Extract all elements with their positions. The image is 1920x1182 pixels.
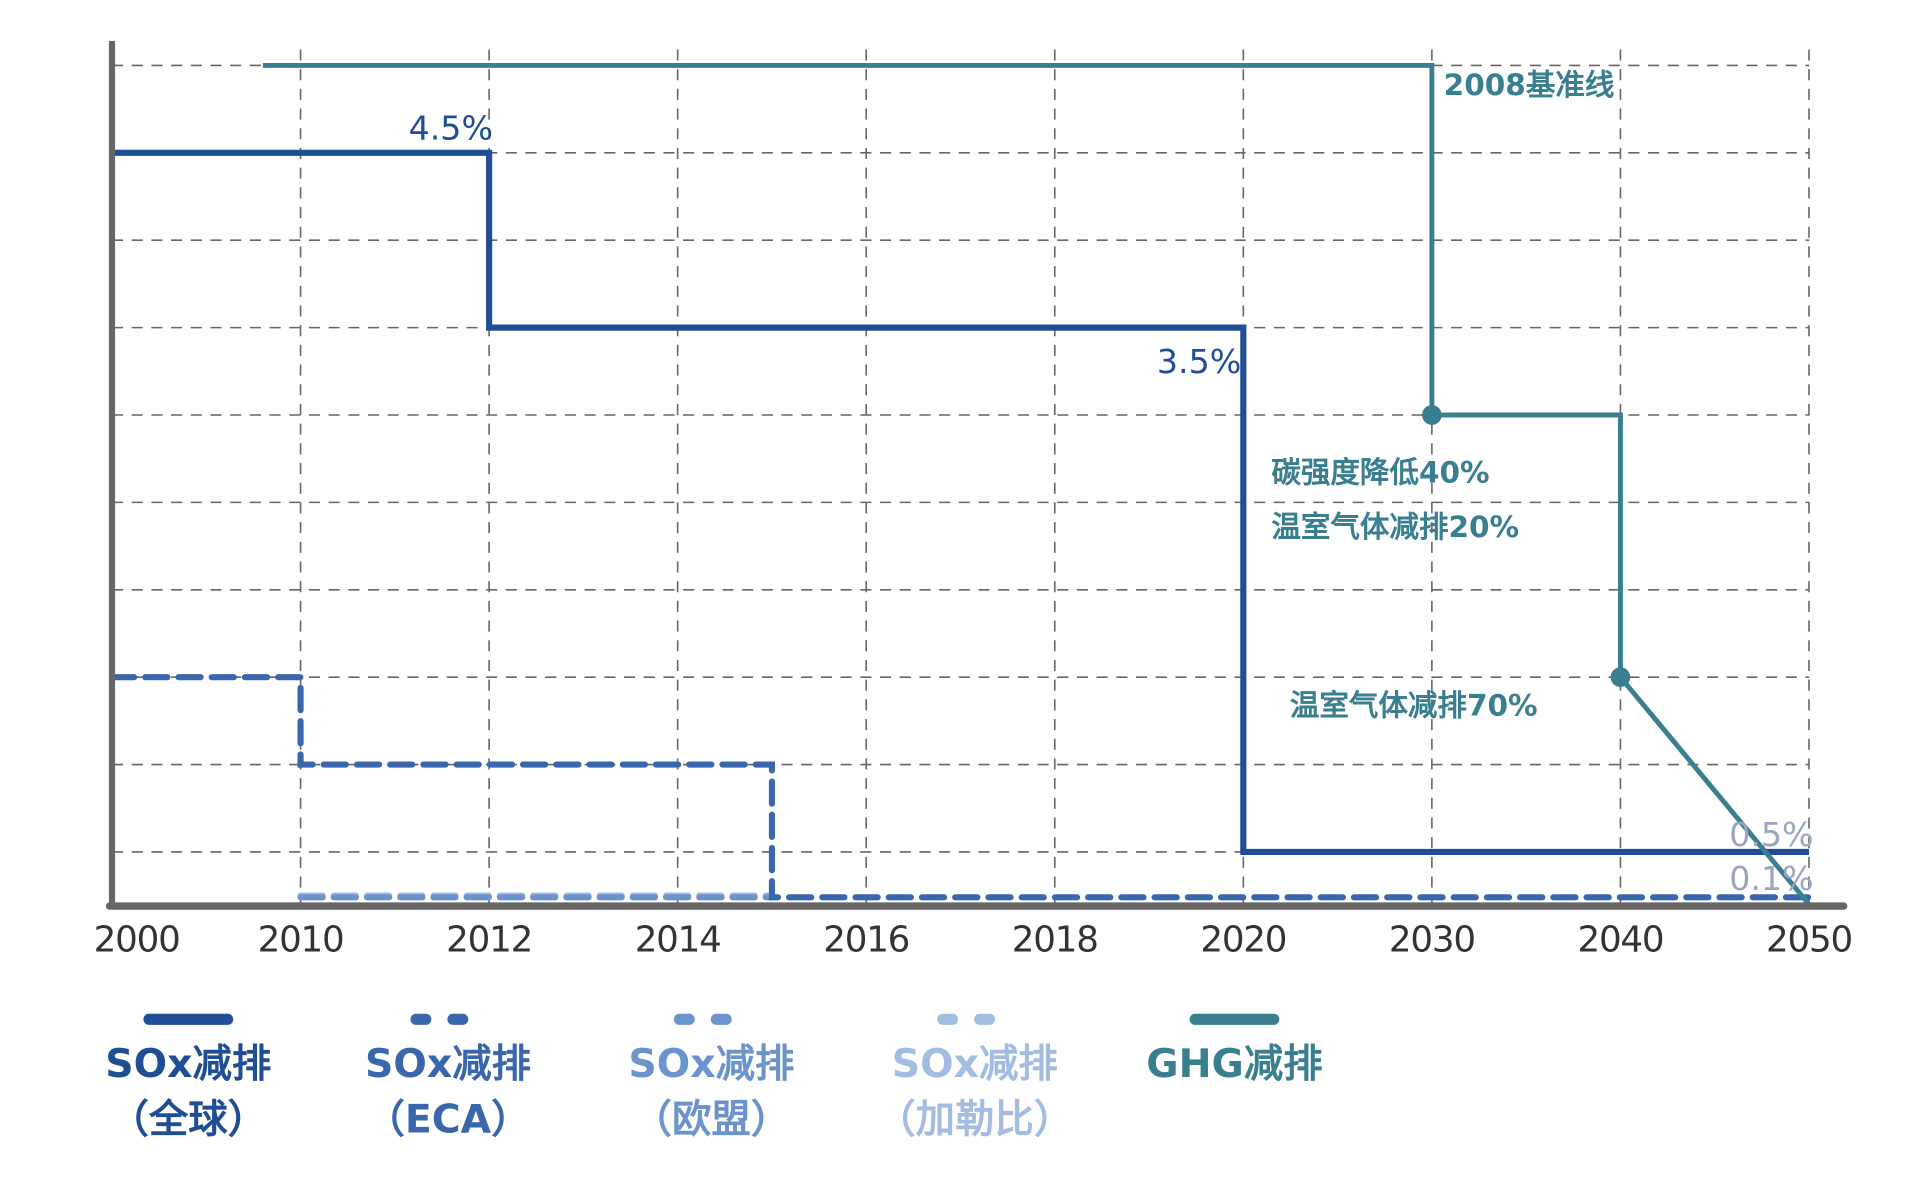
legend-label-sub: （ECA） [365, 1097, 530, 1143]
annotation-2008-baseline: 2008基准线 [1444, 68, 1615, 102]
legend-label: SOx减排 [105, 1041, 271, 1087]
x-tick-label: 2020 [1200, 920, 1286, 961]
annotation-0-1: 0.1% [1729, 859, 1813, 898]
x-tick-label: 2000 [94, 920, 180, 961]
legend-item: SOx减排 （加勒比） [876, 1013, 1073, 1143]
series-marker [1610, 667, 1631, 687]
x-tick-label: 2010 [258, 920, 344, 961]
series-layer [108, 63, 1813, 906]
x-tick-label: 2014 [635, 920, 721, 961]
annotation-carbon-40: 碳强度降低40% [1271, 456, 1489, 490]
legend-item: SOx减排 （欧盟） [628, 1013, 794, 1143]
x-tick-label: 2018 [1012, 920, 1098, 961]
series-marker [1422, 405, 1442, 425]
x-tick-label: 2012 [446, 920, 532, 961]
legend-label-sub: （加勒比） [876, 1097, 1073, 1143]
annotation-3-5: 3.5% [1157, 342, 1241, 381]
legend-label-sub: （全球） [110, 1097, 268, 1143]
x-tick-label: 2040 [1577, 920, 1663, 961]
series-line [112, 149, 1809, 856]
legend-item: SOx减排 （全球） [105, 1013, 271, 1143]
annotation-ghg-70: 温室气体减排70% [1290, 688, 1538, 722]
legend: SOx减排 （全球） SOx减排 （ECA） SOx减排 （欧盟） SOx减排 （加勒比） GH… [105, 1013, 1323, 1143]
legend-label: SOx减排 [628, 1041, 794, 1087]
legend-item: SOx减排 （ECA） [365, 1013, 531, 1143]
series-line [262, 63, 1811, 906]
annotation-0-5: 0.5% [1729, 815, 1813, 854]
x-tick-label: 2030 [1389, 920, 1475, 961]
x-tick-labels: 2000 2010 2012 2014 2016 2018 2020 2030 2040 2050 [94, 920, 1854, 961]
legend-label: SOx减排 [892, 1041, 1058, 1087]
x-tick-label: 2016 [823, 920, 909, 961]
legend-label-sub: （欧盟） [633, 1097, 791, 1143]
annotation-4-5: 4.5% [409, 108, 493, 147]
legend-label: SOx减排 [365, 1041, 531, 1087]
grid [112, 49, 1810, 905]
series-line [108, 674, 1813, 901]
annotation-ghg-20: 温室气体减排20% [1271, 510, 1519, 544]
legend-label: GHG减排 [1146, 1041, 1322, 1087]
x-tick-label: 2050 [1766, 920, 1852, 961]
legend-item: GHG减排 [1146, 1013, 1323, 1087]
